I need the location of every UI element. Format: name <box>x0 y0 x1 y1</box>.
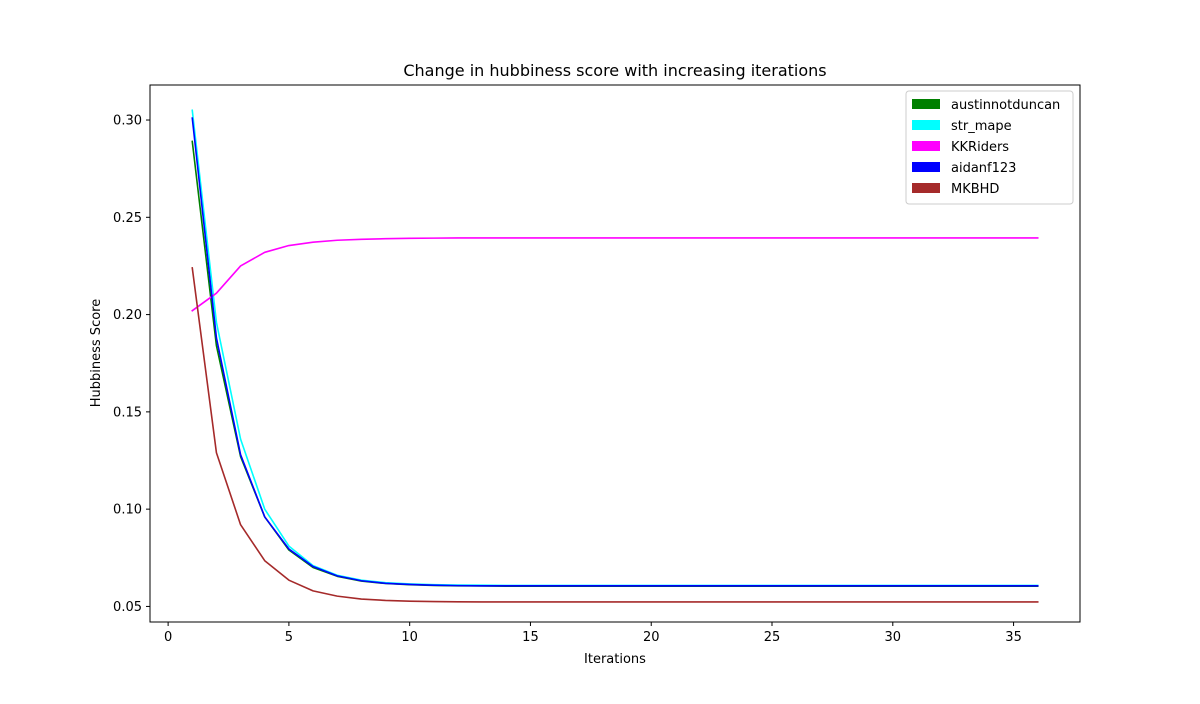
y-tick-label: 0.20 <box>113 308 142 323</box>
x-tick-label: 10 <box>401 630 418 645</box>
series-layer <box>191 109 1039 603</box>
legend-label-austinnotduncan: austinnotduncan <box>951 98 1060 113</box>
x-tick-label: 30 <box>885 630 902 645</box>
legend-label-str-mape: str_mape <box>951 119 1012 134</box>
y-tick-label: 0.25 <box>113 211 142 226</box>
x-tick-label: 15 <box>522 630 539 645</box>
legend-swatch-kkriders <box>912 141 940 151</box>
y-tick-label: 0.10 <box>113 503 142 518</box>
legend-label-kkriders: KKRiders <box>951 140 1009 155</box>
chart-title: Change in hubbiness score with increasin… <box>403 61 826 80</box>
legend: austinnotduncan str_mape KKRiders aidanf123… <box>905 90 1074 205</box>
axes-layer: 0 5 10 15 20 25 30 35 0.05 0.10 0.15 0.20 0.25 0.30 <box>113 84 1081 645</box>
legend-label-aidanf123: aidanf123 <box>951 161 1016 176</box>
series-line-mkbhd <box>191 266 1039 603</box>
x-tick-label: 5 <box>285 630 293 645</box>
legend-swatch-austinnotduncan <box>912 99 940 109</box>
x-tick-label: 35 <box>1005 630 1022 645</box>
legend-swatch-aidanf123 <box>912 162 940 172</box>
y-axis-label: Hubbiness Score <box>89 299 104 407</box>
y-tick-label: 0.15 <box>113 405 142 420</box>
legend-swatch-str-mape <box>912 120 940 130</box>
legend-swatch-mkbhd <box>912 183 940 193</box>
y-tick-label: 0.05 <box>113 600 142 615</box>
legend-box <box>905 90 1074 205</box>
x-tick-label: 0 <box>164 630 172 645</box>
plot-frame <box>149 84 1081 623</box>
x-axis-label: Iterations <box>584 652 646 667</box>
x-tick-label: 20 <box>643 630 660 645</box>
legend-label-mkbhd: MKBHD <box>951 182 999 197</box>
series-line-kkriders <box>191 237 1039 312</box>
series-line-aidanf123 <box>191 117 1039 587</box>
x-tick-label: 25 <box>764 630 781 645</box>
y-tick-label: 0.30 <box>113 114 142 129</box>
